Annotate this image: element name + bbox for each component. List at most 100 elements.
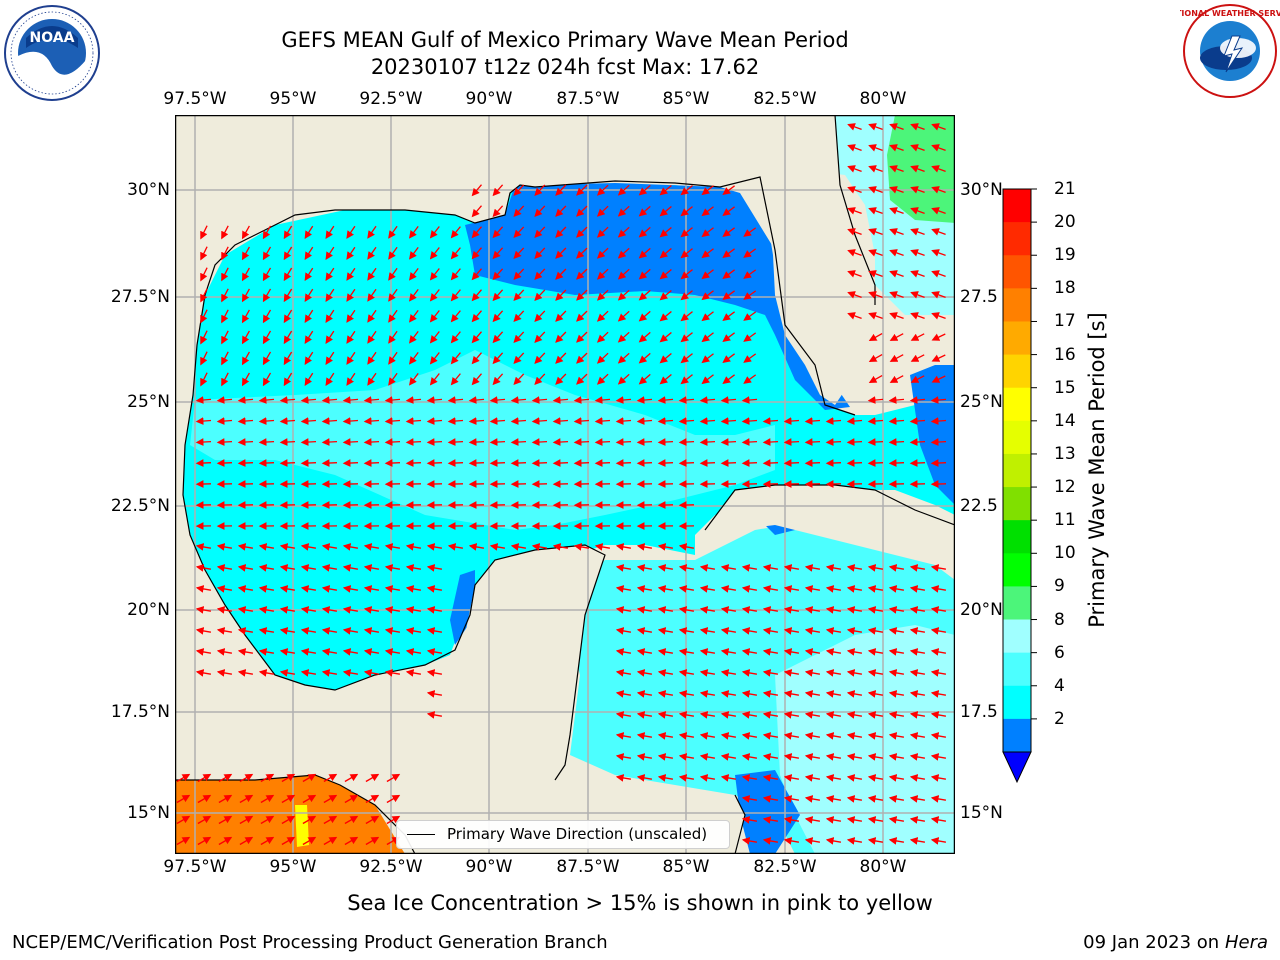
wave-arrow: [678, 396, 695, 404]
wave-arrow: [909, 795, 926, 803]
wave-arrow: [720, 774, 737, 782]
wave-arrow: [783, 648, 800, 656]
wave-arrow: [930, 774, 947, 782]
wave-arrow: [638, 289, 651, 301]
wave-arrow: [283, 225, 293, 240]
wave-arrow: [176, 815, 191, 825]
wave-arrow: [867, 627, 884, 635]
colorbar-segment: [1003, 453, 1031, 488]
wave-arrow: [279, 417, 296, 425]
wave-arrow: [762, 648, 779, 656]
wave-arrow: [678, 774, 695, 782]
wave-arrow: [200, 225, 208, 240]
wave-arrow: [846, 627, 863, 635]
wave-arrow: [426, 438, 443, 446]
wave-arrow: [388, 372, 398, 386]
colorbar-segment: [1003, 420, 1031, 455]
wave-arrow: [889, 144, 904, 152]
wave-arrow: [867, 774, 884, 782]
wave-arrow: [409, 247, 419, 260]
wave-arrow: [657, 648, 674, 656]
wave-arrow: [492, 205, 504, 218]
wave-arrow: [910, 312, 925, 320]
wave-arrow: [846, 753, 863, 761]
wave-arrow: [367, 330, 377, 344]
wave-arrow: [513, 289, 525, 302]
wave-arrow: [931, 165, 946, 173]
wave-arrow: [867, 417, 884, 425]
wave-arrow: [804, 438, 821, 446]
wave-arrow: [720, 417, 737, 425]
wave-arrow: [636, 396, 653, 404]
wave-arrow: [534, 331, 546, 344]
wave-arrow: [931, 144, 946, 152]
wave-arrow: [762, 669, 779, 677]
wave-arrow: [889, 207, 904, 215]
wave-arrow: [304, 267, 314, 282]
wave-arrow: [636, 564, 653, 572]
wave-arrow: [576, 205, 588, 217]
wave-arrow: [323, 836, 338, 846]
wave-arrow: [594, 438, 611, 446]
wave-arrow: [325, 309, 335, 323]
wave-arrow: [910, 123, 925, 131]
wave-arrow: [720, 438, 737, 446]
wave-arrow: [930, 690, 947, 698]
colorbar-tick-label: 2: [1054, 708, 1065, 729]
wave-arrow: [195, 669, 212, 677]
wave-arrow: [384, 438, 401, 446]
wave-arrow: [910, 165, 925, 173]
wave-arrow: [846, 732, 863, 740]
wave-arrow: [615, 396, 632, 404]
wave-arrow: [323, 815, 338, 825]
wave-arrow: [241, 351, 250, 366]
wave-arrow: [910, 354, 925, 362]
wave-arrow: [930, 627, 947, 635]
wave-arrow: [680, 227, 693, 238]
central-america-land: [175, 715, 745, 854]
wave-arrow: [762, 438, 779, 446]
wave-arrow: [197, 836, 212, 846]
wave-arrow: [615, 606, 632, 614]
wave-arrow: [617, 310, 630, 322]
colorbar-segment: [1003, 189, 1031, 223]
wave-arrow: [386, 815, 401, 825]
wave-arrow: [846, 669, 863, 677]
wave-arrow: [218, 794, 233, 804]
wave-arrow: [426, 711, 443, 719]
noaa-logo: NOAA: [4, 5, 100, 101]
wave-arrow: [680, 269, 693, 280]
wave-arrow: [678, 564, 695, 572]
wave-arrow: [405, 648, 422, 656]
wave-arrow: [281, 815, 296, 825]
caribbean-pale: [775, 625, 954, 854]
wave-arrow: [783, 438, 800, 446]
wave-arrow: [262, 330, 272, 345]
wave-arrow: [701, 311, 714, 322]
wave-arrow: [825, 816, 842, 824]
wave-arrow: [657, 669, 674, 677]
wave-arrow: [258, 543, 275, 551]
wave-arrow: [281, 794, 296, 804]
wave-arrow: [258, 438, 275, 446]
wave-arrow: [302, 836, 317, 846]
wave-arrow: [720, 648, 737, 656]
wave-arrow: [300, 438, 317, 446]
wave-arrow: [513, 352, 525, 365]
nws-logo: NATIONAL WEATHER SERVICE: [1180, 4, 1280, 98]
wave-arrow: [888, 648, 905, 656]
wave-arrow: [450, 331, 461, 344]
wave-arrow: [701, 332, 714, 343]
wave-arrow: [888, 564, 905, 572]
wave-arrow: [321, 417, 338, 425]
wave-arrow: [699, 669, 716, 677]
wave-arrow: [384, 543, 401, 551]
wave-arrow: [258, 417, 275, 425]
wave-arrow: [615, 774, 632, 782]
wave-arrow: [384, 396, 401, 404]
wave-arrow: [342, 396, 359, 404]
wave-arrow: [429, 268, 440, 281]
colorbar-tick-label: 8: [1054, 609, 1065, 630]
wave-arrow: [868, 123, 883, 131]
wave-arrow: [260, 815, 275, 825]
